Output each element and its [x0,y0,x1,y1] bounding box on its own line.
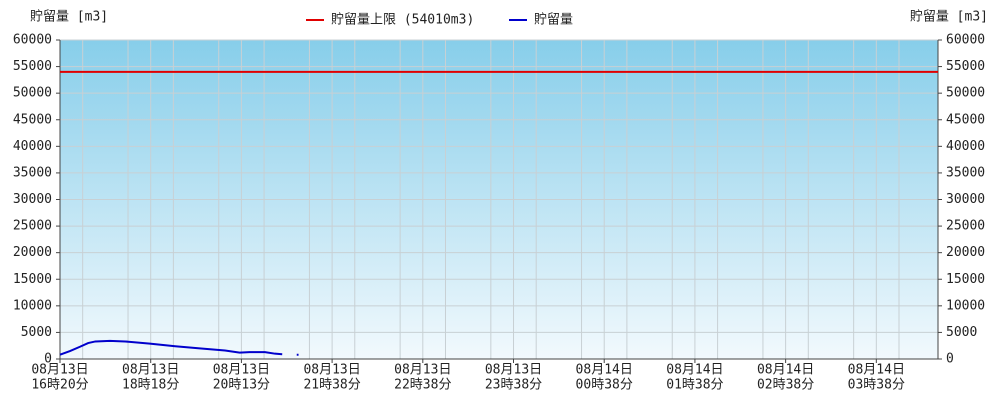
y-tick-label: 45000 [13,112,52,127]
x-tick-label: 08月13日 [122,363,179,378]
y2-tick-label: 20000 [946,245,985,260]
x-tick-label: 16時20分 [31,378,88,393]
x-tick-label: 08月14日 [666,363,723,378]
x-tick-label: 00時38分 [576,378,633,393]
y2-tick-label: 25000 [946,219,985,234]
x-tick-label: 08月13日 [394,363,451,378]
x-tick-label: 20時13分 [213,378,270,393]
x-tick-label: 02時38分 [757,378,814,393]
y2-tick-label: 55000 [946,59,985,74]
y-axis-title: 貯留量 [m3] [30,10,108,25]
x-tick-label: 08月13日 [485,363,542,378]
y2-tick-label: 40000 [946,139,985,154]
y-tick-label: 30000 [13,192,52,207]
y-tick-label: 55000 [13,59,52,74]
y2-tick-label: 0 [946,352,954,367]
y2-tick-label: 5000 [946,325,977,340]
y2-tick-label: 30000 [946,192,985,207]
y-tick-label: 50000 [13,86,52,101]
x-tick-label: 18時18分 [122,378,179,393]
y-tick-label: 35000 [13,165,52,180]
y-tick-label: 60000 [13,33,52,48]
x-tick-label: 08月14日 [576,363,633,378]
y-tick-label: 5000 [21,325,52,340]
x-tick-label: 01時38分 [666,378,723,393]
x-tick-label: 08月13日 [213,363,270,378]
x-tick-label: 21時38分 [303,378,360,393]
y2-axis-title: 貯留量 [m3] [910,10,988,25]
x-tick-label: 22時38分 [394,378,451,393]
y2-tick-label: 10000 [946,298,985,313]
y2-tick-label: 15000 [946,272,985,287]
x-tick-label: 08月14日 [848,363,905,378]
y2-tick-label: 45000 [946,112,985,127]
x-tick-label: 08月13日 [303,363,360,378]
y2-tick-label: 60000 [946,33,985,48]
legend-label: 貯留量 [534,13,573,28]
series-line [59,339,299,356]
legend-label: 貯留量上限 (54010m3) [331,13,474,28]
x-tick-label: 03時38分 [848,378,905,393]
y2-tick-label: 50000 [946,86,985,101]
y-tick-label: 40000 [13,139,52,154]
x-tick-label: 08月13日 [31,363,88,378]
y2-tick-label: 35000 [946,165,985,180]
y-tick-label: 0 [44,352,52,367]
y-tick-label: 15000 [13,272,52,287]
y-tick-label: 10000 [13,298,52,313]
x-tick-label: 23時38分 [485,378,542,393]
x-tick-label: 08月14日 [757,363,814,378]
y-tick-label: 25000 [13,219,52,234]
y-tick-label: 20000 [13,245,52,260]
